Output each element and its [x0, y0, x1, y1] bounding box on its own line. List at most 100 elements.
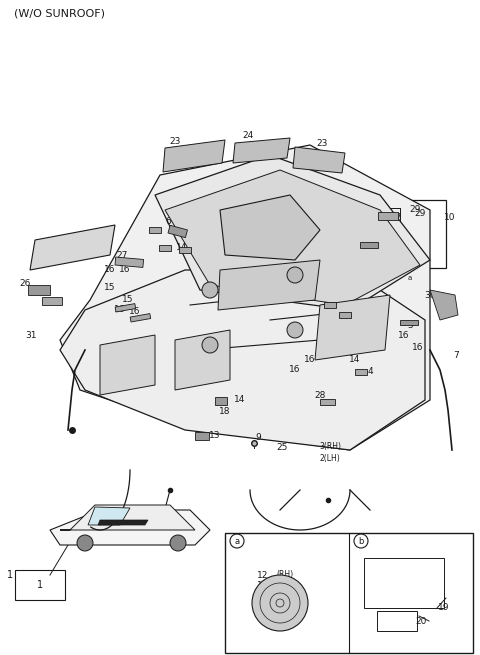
- Text: 16: 16: [257, 238, 269, 248]
- Text: b: b: [358, 536, 364, 546]
- Text: 21: 21: [379, 242, 391, 250]
- Bar: [364, 558, 444, 608]
- Text: 1: 1: [37, 580, 43, 590]
- Text: 16: 16: [119, 265, 131, 274]
- Text: 22: 22: [79, 231, 91, 240]
- Bar: [42, 297, 62, 305]
- Text: 5: 5: [407, 320, 413, 329]
- Text: 1: 1: [7, 570, 13, 580]
- Text: (W/O SUNROOF): (W/O SUNROOF): [14, 8, 106, 18]
- Circle shape: [252, 575, 308, 631]
- Polygon shape: [60, 270, 425, 450]
- Polygon shape: [163, 140, 225, 172]
- Polygon shape: [88, 507, 130, 525]
- Bar: [400, 320, 418, 325]
- Polygon shape: [165, 170, 420, 305]
- Text: 30: 30: [424, 291, 436, 299]
- Circle shape: [170, 535, 186, 551]
- Text: 14: 14: [234, 396, 246, 405]
- Circle shape: [287, 267, 303, 283]
- Text: a: a: [298, 227, 302, 236]
- Bar: [159, 245, 171, 251]
- Text: 9: 9: [255, 432, 261, 441]
- Polygon shape: [50, 510, 210, 545]
- Text: 17: 17: [391, 212, 403, 221]
- Bar: [215, 397, 227, 405]
- Polygon shape: [233, 138, 290, 163]
- Text: a: a: [277, 265, 283, 274]
- Bar: [115, 257, 144, 267]
- Text: 14: 14: [176, 244, 188, 252]
- Text: 27: 27: [116, 250, 128, 259]
- Text: 13: 13: [209, 430, 221, 440]
- Text: b: b: [242, 299, 248, 307]
- Text: 3(RH): 3(RH): [319, 443, 341, 451]
- Text: (RH): (RH): [276, 571, 294, 580]
- Bar: [28, 285, 50, 295]
- Text: 23: 23: [316, 138, 328, 147]
- Polygon shape: [220, 195, 320, 260]
- Text: 24: 24: [242, 130, 253, 140]
- Text: 29: 29: [414, 208, 426, 217]
- Text: 18: 18: [218, 407, 230, 417]
- Text: a: a: [408, 275, 412, 281]
- Bar: [179, 247, 191, 253]
- Text: 25: 25: [276, 443, 288, 451]
- Text: 4: 4: [367, 367, 373, 377]
- Bar: [377, 611, 417, 631]
- Bar: [149, 227, 161, 233]
- Text: b: b: [327, 236, 333, 244]
- Bar: [355, 369, 367, 375]
- Bar: [360, 242, 378, 248]
- Bar: [168, 225, 188, 238]
- Text: 14: 14: [349, 356, 360, 364]
- Text: 16: 16: [214, 231, 226, 240]
- Text: 10: 10: [444, 214, 456, 223]
- Text: a: a: [207, 286, 213, 295]
- Text: 19: 19: [438, 603, 450, 612]
- Circle shape: [202, 337, 218, 353]
- Text: 26: 26: [19, 278, 31, 288]
- Polygon shape: [60, 145, 430, 450]
- Bar: [320, 399, 335, 405]
- Text: 20: 20: [415, 616, 427, 626]
- Text: 16: 16: [129, 307, 141, 316]
- Text: 29: 29: [409, 206, 420, 214]
- Text: 11: 11: [257, 580, 269, 590]
- Text: 16: 16: [304, 356, 316, 364]
- Text: 16: 16: [412, 343, 424, 352]
- Polygon shape: [98, 520, 148, 525]
- Text: 6: 6: [165, 217, 171, 227]
- Bar: [378, 212, 398, 220]
- Polygon shape: [30, 225, 115, 270]
- Polygon shape: [175, 330, 230, 390]
- Polygon shape: [155, 155, 430, 310]
- Polygon shape: [293, 147, 345, 173]
- Polygon shape: [60, 505, 195, 530]
- Text: 31: 31: [25, 331, 37, 339]
- Text: 8: 8: [39, 288, 45, 297]
- Text: 12: 12: [257, 571, 269, 580]
- Text: 16: 16: [104, 265, 116, 274]
- Polygon shape: [100, 335, 155, 395]
- Text: 23: 23: [169, 136, 180, 145]
- Circle shape: [287, 322, 303, 338]
- Text: (LH): (LH): [277, 580, 293, 590]
- Circle shape: [77, 535, 93, 551]
- Bar: [339, 312, 351, 318]
- Text: 28: 28: [314, 390, 326, 400]
- Polygon shape: [218, 260, 320, 310]
- Text: 16: 16: [398, 331, 410, 339]
- Bar: [130, 314, 151, 322]
- Text: 16: 16: [194, 233, 206, 242]
- Bar: [225, 533, 473, 653]
- Bar: [15, 570, 65, 600]
- Polygon shape: [315, 295, 390, 360]
- Text: 15: 15: [122, 295, 134, 305]
- Circle shape: [202, 282, 218, 298]
- Text: 16: 16: [114, 305, 126, 314]
- Text: 15: 15: [104, 282, 116, 291]
- Text: 2(LH): 2(LH): [320, 453, 340, 462]
- Polygon shape: [430, 290, 458, 320]
- Text: 16: 16: [289, 365, 301, 375]
